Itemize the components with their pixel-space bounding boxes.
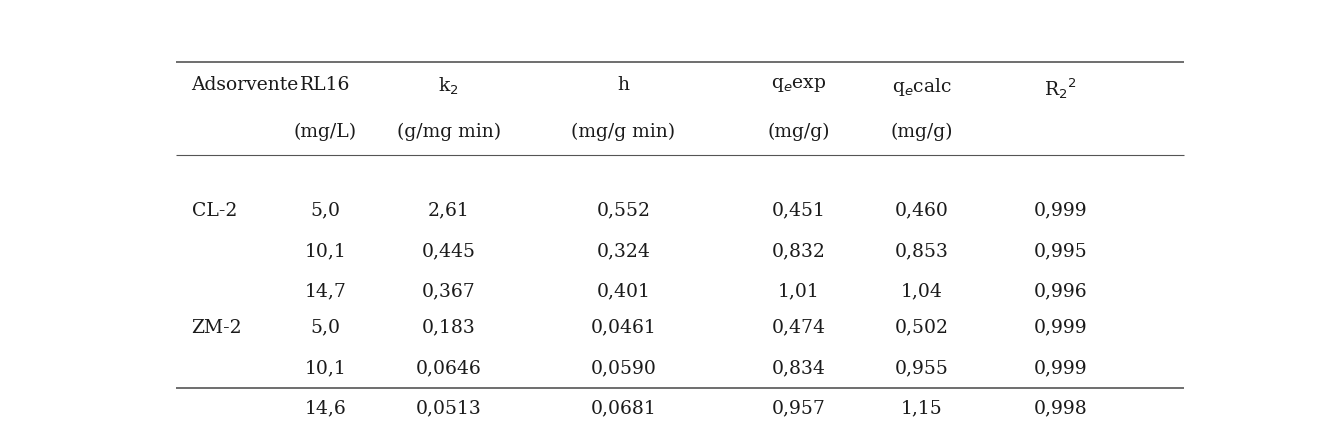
Text: (mg/L): (mg/L) (293, 122, 357, 141)
Text: 0,0681: 0,0681 (591, 399, 657, 417)
Text: 0,0461: 0,0461 (591, 319, 657, 337)
Text: 0,502: 0,502 (894, 319, 949, 337)
Text: 10,1: 10,1 (304, 242, 346, 260)
Text: CL-2: CL-2 (191, 202, 238, 219)
Text: 0,998: 0,998 (1034, 399, 1088, 417)
Text: 0,999: 0,999 (1034, 319, 1087, 337)
Text: 0,367: 0,367 (422, 282, 475, 300)
Text: 14,7: 14,7 (304, 282, 346, 300)
Text: 5,0: 5,0 (311, 202, 340, 219)
Text: 0,999: 0,999 (1034, 202, 1087, 219)
Text: 5,0: 5,0 (311, 319, 340, 337)
Text: (g/mg min): (g/mg min) (397, 122, 500, 141)
Text: 0,853: 0,853 (894, 242, 949, 260)
Text: 0,474: 0,474 (771, 319, 825, 337)
Text: 2,61: 2,61 (427, 202, 470, 219)
Text: 0,834: 0,834 (771, 359, 825, 377)
Text: 0,401: 0,401 (597, 282, 650, 300)
Text: (mg/g min): (mg/g min) (572, 122, 675, 141)
Text: (mg/g): (mg/g) (890, 122, 953, 141)
Text: Adsorvente: Adsorvente (191, 76, 299, 94)
Text: 0,996: 0,996 (1034, 282, 1087, 300)
Text: 1,04: 1,04 (901, 282, 942, 300)
Text: q$_e$exp: q$_e$exp (771, 76, 827, 94)
Text: 0,0513: 0,0513 (415, 399, 482, 417)
Text: 10,1: 10,1 (304, 359, 346, 377)
Text: 0,957: 0,957 (771, 399, 825, 417)
Text: 14,6: 14,6 (304, 399, 346, 417)
Text: 0,832: 0,832 (771, 242, 825, 260)
Text: (mg/g): (mg/g) (767, 122, 829, 141)
Text: 0,445: 0,445 (422, 242, 475, 260)
Text: h: h (617, 76, 629, 94)
Text: RL16: RL16 (300, 76, 350, 94)
Text: 0,183: 0,183 (422, 319, 475, 337)
Text: 0,995: 0,995 (1034, 242, 1088, 260)
Text: 0,460: 0,460 (894, 202, 949, 219)
Text: 0,324: 0,324 (597, 242, 650, 260)
Text: 0,955: 0,955 (894, 359, 949, 377)
Text: 0,999: 0,999 (1034, 359, 1087, 377)
Text: R$_2$$^2$: R$_2$$^2$ (1044, 76, 1078, 101)
Text: 1,01: 1,01 (778, 282, 819, 300)
Text: 0,451: 0,451 (771, 202, 825, 219)
Text: 0,552: 0,552 (597, 202, 650, 219)
Text: q$_e$calc: q$_e$calc (892, 76, 951, 98)
Text: 0,0590: 0,0590 (591, 359, 657, 377)
Text: k$_2$: k$_2$ (438, 76, 459, 97)
Text: 1,15: 1,15 (901, 399, 942, 417)
Text: 0,0646: 0,0646 (415, 359, 482, 377)
Text: ZM-2: ZM-2 (191, 319, 243, 337)
